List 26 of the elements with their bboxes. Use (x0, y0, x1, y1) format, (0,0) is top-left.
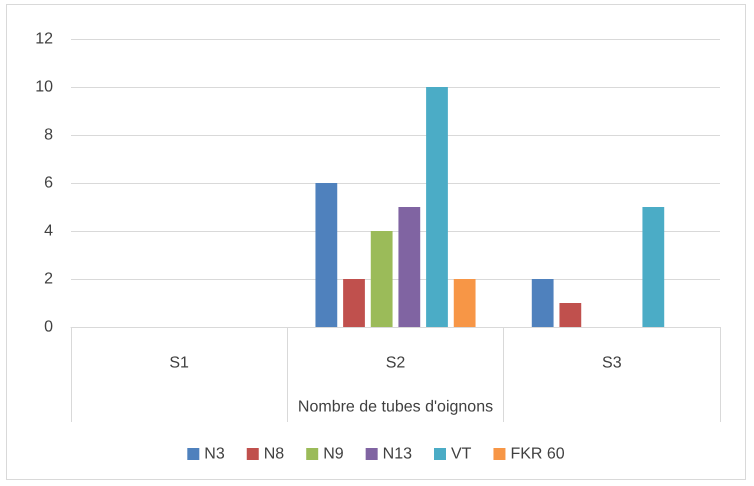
y-tick-label: 10 (35, 78, 54, 96)
bar (454, 279, 476, 327)
y-tick-label: 4 (44, 222, 54, 240)
y-tick-label: 6 (44, 174, 54, 192)
bar (315, 183, 338, 327)
legend-label: VT (451, 446, 472, 462)
bar (559, 303, 582, 327)
legend-label: FKR 60 (510, 446, 565, 462)
bar (532, 279, 554, 327)
x-tick-label: S3 (602, 354, 622, 372)
legend-label: N3 (204, 446, 225, 462)
y-tick-label: 2 (44, 270, 54, 288)
bar (370, 231, 393, 327)
legend-label: N9 (323, 446, 344, 462)
y-tick-label: 8 (44, 126, 54, 144)
x-tick-label: S1 (169, 354, 190, 372)
bar (642, 207, 664, 327)
bar (398, 207, 420, 327)
legend-label: N8 (264, 446, 284, 462)
y-tick-label: 12 (35, 30, 54, 48)
x-axis-title: Nombre de tubes d'oignons (298, 398, 494, 416)
bar (343, 279, 365, 327)
x-tick-label: S2 (386, 354, 406, 372)
legend-label: N13 (382, 446, 412, 462)
y-tick-label: 0 (44, 318, 54, 336)
bar (426, 87, 448, 327)
